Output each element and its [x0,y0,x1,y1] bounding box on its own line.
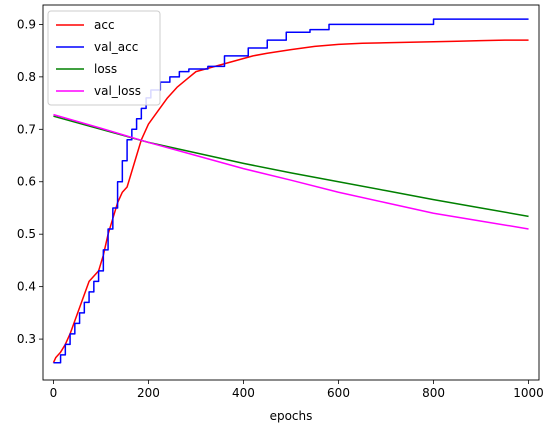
legend-label-loss: loss [94,62,117,76]
y-axis: 0.3 0.4 0.5 0.6 0.7 0.8 0.9 [17,17,43,346]
series-line-acc [52,39,529,364]
x-axis-label: epochs [270,409,313,423]
series-layer [52,18,529,364]
plot-frame [42,4,540,381]
x-tick-label: 600 [327,386,350,400]
y-tick-label: 0.4 [17,280,36,294]
y-tick-label: 0.8 [17,70,36,84]
y-tick-label: 0.6 [17,175,36,189]
y-tick-label: 0.9 [17,17,36,31]
x-tick-label: 0 [50,386,58,400]
x-tick-label: 1000 [513,386,544,400]
series-line-val-loss [53,113,529,230]
x-tick-label: 200 [137,386,160,400]
x-tick-label: 800 [422,386,445,400]
y-tick-label: 0.5 [17,227,36,241]
legend-label-val-acc: val_acc [94,40,138,54]
y-tick-label: 0.7 [17,122,36,136]
legend-label-val-loss: val_loss [94,84,141,98]
legend-label-acc: acc [94,18,115,32]
legend-box [47,10,161,106]
y-tick-label: 0.3 [17,332,36,346]
series-line-val-acc [53,18,529,364]
x-axis: 0 200 400 600 800 1000 [50,380,544,400]
x-tick-label: 400 [232,386,255,400]
